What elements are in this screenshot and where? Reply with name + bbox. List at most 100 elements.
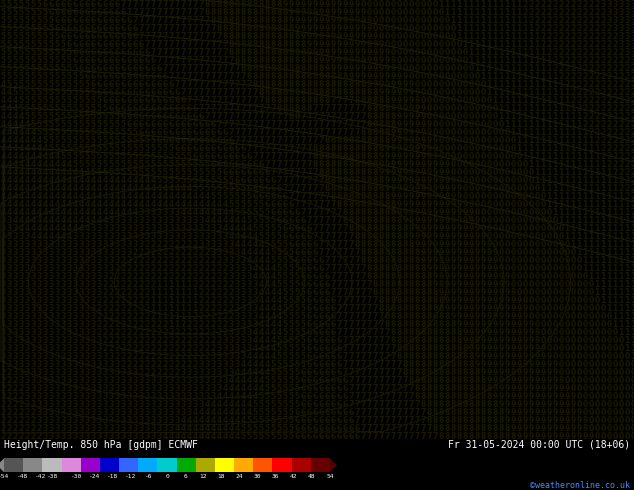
Text: 8: 8 <box>450 424 456 433</box>
Text: 4: 4 <box>6 152 11 161</box>
Text: 3: 3 <box>91 248 96 257</box>
Text: 7: 7 <box>360 288 366 297</box>
Text: 9: 9 <box>420 256 425 265</box>
Text: 8: 8 <box>258 80 264 89</box>
Text: 3: 3 <box>91 328 96 337</box>
Text: 3: 3 <box>72 256 77 265</box>
Text: 9: 9 <box>396 128 401 137</box>
Text: 9: 9 <box>493 352 498 361</box>
Bar <box>23 458 42 472</box>
Text: 0: 0 <box>444 120 450 129</box>
Text: 7: 7 <box>360 368 366 377</box>
Text: 7: 7 <box>306 160 312 169</box>
Text: 6: 6 <box>84 0 89 8</box>
Text: 1: 1 <box>498 64 503 73</box>
Text: 3: 3 <box>55 432 60 441</box>
Text: 3: 3 <box>138 216 144 225</box>
Text: 3: 3 <box>630 16 634 24</box>
Text: 8: 8 <box>420 272 425 281</box>
Text: 8: 8 <box>391 288 396 297</box>
Text: 5: 5 <box>115 128 120 137</box>
Text: 7: 7 <box>301 200 306 209</box>
Text: 1: 1 <box>547 72 552 81</box>
Text: 9: 9 <box>516 296 522 305</box>
Text: 2: 2 <box>1 424 6 433</box>
Text: 3: 3 <box>223 240 228 249</box>
Text: 9: 9 <box>486 256 491 265</box>
Text: 4: 4 <box>204 416 210 425</box>
Text: 3: 3 <box>67 328 72 337</box>
Text: 9: 9 <box>342 24 347 32</box>
Text: 1: 1 <box>186 296 191 305</box>
Text: 5: 5 <box>18 96 23 105</box>
Text: 2: 2 <box>198 320 204 329</box>
Text: 3: 3 <box>247 288 252 297</box>
Text: 4: 4 <box>126 192 132 201</box>
Text: 8: 8 <box>420 320 425 329</box>
Text: 5: 5 <box>216 176 221 185</box>
Text: 6: 6 <box>102 31 108 41</box>
Text: 9: 9 <box>427 192 432 201</box>
Text: 4: 4 <box>1 160 6 169</box>
Text: 6: 6 <box>138 128 144 137</box>
Text: 1: 1 <box>169 320 174 329</box>
Text: 3: 3 <box>1 352 6 361</box>
Text: 9: 9 <box>505 280 510 289</box>
Text: 4: 4 <box>6 176 11 185</box>
Text: 4: 4 <box>276 288 281 297</box>
Text: 2: 2 <box>576 40 581 49</box>
Text: 9: 9 <box>528 360 534 369</box>
Text: 2: 2 <box>145 280 150 289</box>
Text: 3: 3 <box>48 288 54 297</box>
Text: 3: 3 <box>630 24 634 32</box>
Text: 0: 0 <box>612 360 618 369</box>
Text: 4: 4 <box>84 200 89 209</box>
Text: 2: 2 <box>145 240 150 249</box>
Text: 9: 9 <box>456 232 462 241</box>
Text: 3: 3 <box>247 272 252 281</box>
Text: 2: 2 <box>114 280 120 289</box>
Text: 0: 0 <box>450 144 456 153</box>
Text: 1: 1 <box>174 296 179 305</box>
Text: 2: 2 <box>157 264 162 273</box>
Text: 9: 9 <box>534 336 540 345</box>
Text: 3: 3 <box>198 400 204 409</box>
Text: 1: 1 <box>169 288 174 297</box>
Text: 5: 5 <box>301 360 306 369</box>
Text: 2: 2 <box>612 144 618 153</box>
Text: 1: 1 <box>516 48 522 56</box>
Text: 4: 4 <box>240 216 245 225</box>
Text: 6: 6 <box>145 80 150 89</box>
Text: 0: 0 <box>528 280 534 289</box>
Text: 3: 3 <box>6 248 11 257</box>
Text: 4: 4 <box>133 208 138 217</box>
Text: 5: 5 <box>288 280 294 289</box>
Text: 5: 5 <box>96 152 101 161</box>
Text: 3: 3 <box>30 400 36 409</box>
Text: 7: 7 <box>325 216 330 225</box>
Text: 3: 3 <box>223 344 228 353</box>
Text: 8: 8 <box>498 424 503 433</box>
Text: 3: 3 <box>120 424 126 433</box>
Text: 0: 0 <box>528 168 534 177</box>
Text: 5: 5 <box>210 184 216 193</box>
Text: 0: 0 <box>528 200 534 209</box>
Text: 0: 0 <box>498 200 503 209</box>
Text: 1: 1 <box>547 152 552 161</box>
Text: 1: 1 <box>505 55 510 65</box>
Text: 7: 7 <box>391 408 396 417</box>
Text: 0: 0 <box>432 88 437 97</box>
Text: 9: 9 <box>318 16 323 24</box>
Text: 1: 1 <box>510 96 515 105</box>
Text: 2: 2 <box>630 104 634 113</box>
Text: 2: 2 <box>198 344 204 353</box>
Text: 0: 0 <box>420 72 425 81</box>
Text: 9: 9 <box>481 264 486 273</box>
Text: 9: 9 <box>462 240 468 249</box>
Text: 3: 3 <box>174 384 179 393</box>
Text: 1: 1 <box>552 88 558 97</box>
Text: 4: 4 <box>223 200 228 209</box>
Text: 2: 2 <box>169 352 174 361</box>
Text: 3: 3 <box>181 384 186 393</box>
Text: 4: 4 <box>216 432 222 441</box>
